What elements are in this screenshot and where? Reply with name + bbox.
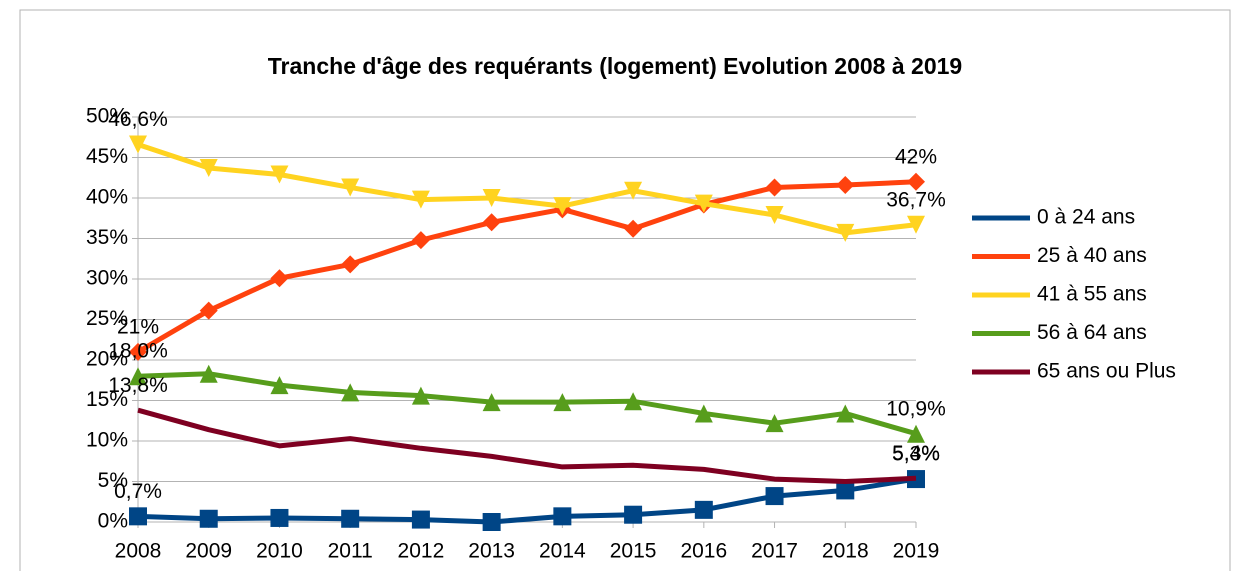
data-label: 0,7%: [114, 480, 162, 503]
marker: [341, 255, 360, 274]
marker: [765, 178, 784, 197]
data-label: 10,9%: [886, 397, 946, 420]
marker: [129, 135, 147, 154]
marker: [482, 513, 501, 531]
data-label: 21%: [117, 315, 159, 338]
marker: [624, 219, 643, 238]
y-tick-label: 10%: [86, 429, 128, 452]
chart-border: [19, 9, 1231, 571]
marker: [836, 404, 855, 423]
legend-label: 65 ans ou Plus: [1037, 360, 1176, 383]
marker: [341, 383, 360, 402]
marker: [482, 213, 501, 232]
x-tick-label: 2016: [680, 540, 727, 563]
data-label: 5,4%: [892, 442, 940, 465]
marker: [411, 510, 430, 529]
marker: [694, 404, 713, 423]
x-tick-label: 2012: [398, 540, 445, 563]
marker: [553, 393, 572, 412]
marker: [411, 190, 430, 209]
marker: [199, 509, 218, 528]
marker: [482, 393, 501, 412]
marker: [624, 392, 643, 411]
marker: [624, 181, 643, 200]
marker: [411, 231, 430, 250]
chart-title: Tranche d'âge des requérants (logement) …: [268, 53, 962, 79]
marker: [270, 376, 289, 395]
y-tick-label: 30%: [86, 267, 128, 290]
x-tick-label: 2018: [822, 540, 869, 563]
x-tick-label: 2017: [751, 540, 798, 563]
y-tick-label: 25%: [86, 307, 128, 330]
y-tick-label: 0%: [98, 510, 128, 533]
marker: [553, 507, 572, 526]
series-line: [137, 371, 917, 437]
legend-label: 56 à 64 ans: [1037, 321, 1147, 344]
y-tick-label: 40%: [86, 186, 128, 209]
legend-label: 41 à 55 ans: [1037, 283, 1147, 306]
marker: [482, 189, 501, 207]
y-tick-label: 5%: [98, 469, 128, 492]
x-tick-label: 2013: [468, 540, 515, 563]
marker: [270, 269, 289, 288]
data-label: 46,6%: [108, 108, 168, 131]
y-tick-label: 20%: [86, 348, 128, 371]
x-tick-label: 2015: [610, 540, 657, 563]
marker: [270, 165, 289, 184]
series-line: [137, 142, 917, 236]
marker: [907, 424, 925, 443]
marker: [341, 178, 360, 197]
marker: [129, 507, 147, 526]
marker: [765, 487, 784, 506]
marker: [199, 301, 218, 320]
y-tick-label: 45%: [86, 145, 128, 168]
x-tick-label: 2019: [893, 540, 940, 563]
data-label: 13,8%: [108, 374, 168, 397]
series-line: [137, 476, 917, 525]
marker: [270, 508, 289, 527]
marker: [836, 176, 855, 195]
marker: [341, 509, 360, 528]
y-tick-label: 35%: [86, 226, 128, 249]
data-label: 18,0%: [108, 340, 168, 363]
x-tick-label: 2010: [256, 540, 303, 563]
marker: [765, 414, 784, 433]
marker: [199, 364, 218, 383]
legend-label: 25 à 40 ans: [1037, 244, 1147, 267]
marker: [129, 367, 147, 386]
marker: [129, 342, 147, 361]
series-line: [137, 407, 917, 484]
marker: [553, 197, 572, 216]
marker: [765, 206, 784, 225]
marker: [907, 172, 925, 191]
marker: [907, 215, 925, 234]
marker: [199, 159, 218, 178]
legend-label: 0 à 24 ans: [1037, 206, 1135, 229]
marker: [836, 481, 855, 500]
x-tick-label: 2011: [328, 540, 373, 563]
x-tick-label: 2014: [539, 540, 586, 563]
marker: [624, 505, 643, 524]
series-line: [136, 179, 917, 355]
marker: [411, 386, 430, 405]
marker: [836, 223, 855, 242]
data-label: 36,7%: [886, 188, 946, 211]
x-tick-label: 2008: [115, 540, 162, 563]
marker: [694, 500, 713, 519]
data-label: 42%: [895, 145, 937, 168]
y-tick-label: 15%: [86, 388, 128, 411]
y-tick-label: 50%: [86, 105, 128, 128]
marker: [694, 194, 713, 213]
x-tick-label: 2009: [185, 540, 232, 563]
data-label: 5,3%: [892, 443, 940, 466]
